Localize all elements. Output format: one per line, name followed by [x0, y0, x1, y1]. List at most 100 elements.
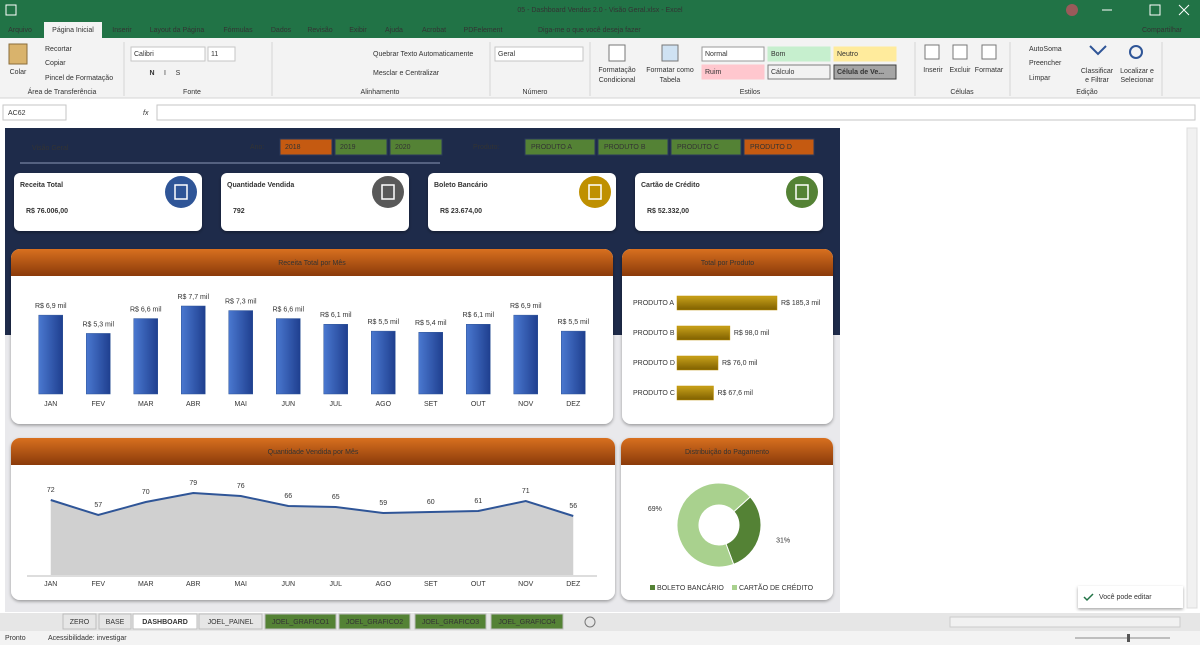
vertical-scrollbar[interactable] — [1186, 127, 1198, 609]
ribbon-item[interactable]: Localizar e — [1120, 68, 1154, 75]
menu-tab[interactable]: Layout da Página — [150, 27, 205, 34]
horizontal-scrollbar[interactable] — [949, 616, 1181, 628]
cell-style-label[interactable]: Célula de Ve... — [837, 69, 884, 76]
delete-icon[interactable] — [952, 44, 968, 60]
year-button[interactable] — [334, 138, 388, 156]
menu-tab[interactable]: Exibir — [349, 27, 367, 34]
menu-tab[interactable]: Página Inicial — [52, 27, 94, 34]
cell-style-label[interactable]: Ruim — [705, 69, 722, 76]
product-button[interactable] — [670, 138, 742, 156]
ribbon-item[interactable]: Inserir — [923, 67, 943, 74]
cell-style[interactable] — [833, 46, 897, 62]
year-button[interactable] — [279, 138, 333, 156]
table-icon[interactable] — [661, 44, 679, 62]
ribbon-item[interactable]: Tabela — [660, 77, 681, 84]
zoom-thumb[interactable] — [1127, 634, 1130, 642]
ribbon-item[interactable]: Formatar — [975, 67, 1004, 74]
year-button[interactable] — [389, 138, 443, 156]
save-icon[interactable] — [5, 4, 17, 16]
number-format-box[interactable] — [494, 46, 584, 62]
share-button[interactable]: Compartilhar — [1142, 27, 1183, 34]
sheet-tab-label[interactable]: JOEL_GRAFICO4 — [498, 619, 555, 626]
name-box[interactable] — [2, 104, 67, 121]
menu-tab[interactable]: Dados — [271, 27, 292, 34]
ribbon-item[interactable]: Quebrar Texto Automaticamente — [373, 51, 473, 58]
font-size-box[interactable] — [207, 46, 236, 62]
ribbon-item[interactable]: Recortar — [45, 46, 73, 53]
year-button-label[interactable]: 2019 — [340, 144, 356, 151]
formula-input[interactable] — [156, 104, 1196, 121]
menu-tab[interactable]: Acrobat — [422, 27, 446, 34]
menu-tab[interactable]: Inserir — [112, 27, 132, 34]
ribbon-item[interactable]: N — [149, 70, 154, 77]
ribbon-item[interactable]: Excluir — [949, 67, 971, 74]
year-button-label[interactable]: 2020 — [395, 144, 411, 151]
cell-style-label[interactable]: Cálculo — [771, 69, 794, 76]
product-button[interactable] — [597, 138, 669, 156]
ribbon-item[interactable]: Condicional — [599, 77, 636, 84]
ribbon-item[interactable]: Calibri — [134, 51, 154, 58]
sheet-tab-label[interactable]: JOEL_GRAFICO3 — [422, 619, 479, 626]
format-icon[interactable] — [981, 44, 997, 60]
cell-style[interactable] — [701, 46, 765, 62]
menu-tab[interactable]: Arquivo — [8, 27, 32, 34]
sheet-tab-label[interactable]: ZERO — [70, 619, 90, 626]
sort-icon[interactable] — [1089, 45, 1107, 56]
sheet-tab-label[interactable]: JOEL_PAINEL — [208, 619, 254, 626]
menu-tab[interactable]: Revisão — [307, 27, 332, 34]
ribbon-item[interactable]: S — [176, 70, 181, 77]
sheet-tab[interactable] — [132, 613, 198, 630]
sheet-tab[interactable] — [338, 613, 411, 630]
find-icon[interactable] — [1129, 45, 1143, 59]
ribbon-item[interactable]: 11 — [211, 51, 218, 58]
tell-me[interactable]: Diga-me o que você deseja fazer — [538, 27, 641, 34]
product-button-label[interactable]: PRODUTO A — [531, 144, 572, 151]
ribbon-item[interactable]: Copiar — [45, 60, 66, 67]
product-button-label[interactable]: PRODUTO D — [750, 144, 792, 151]
cell-style[interactable] — [767, 46, 831, 62]
ribbon-item[interactable]: I — [164, 70, 166, 77]
product-button-label[interactable]: PRODUTO C — [677, 144, 719, 151]
sheet-tab-label[interactable]: BASE — [106, 619, 125, 626]
sheet-tab[interactable] — [62, 613, 97, 630]
accessibility-status[interactable]: Acessibilidade: investigar — [48, 635, 127, 642]
product-button-label[interactable]: PRODUTO B — [604, 144, 646, 151]
ribbon-item[interactable]: Colar — [10, 69, 27, 76]
cell-style[interactable] — [701, 64, 765, 80]
sheet-tab-label[interactable]: JOEL_GRAFICO1 — [272, 619, 329, 626]
ribbon-item[interactable]: Formatar como — [646, 67, 694, 74]
cell-style-label[interactable]: Normal — [705, 51, 728, 58]
cell-style[interactable] — [767, 64, 831, 80]
cell-style-label[interactable]: Bom — [771, 51, 786, 58]
ribbon-item[interactable]: AutoSoma — [1029, 46, 1062, 53]
cell-style-label[interactable]: Neutro — [837, 51, 858, 58]
sheet-tab[interactable] — [414, 613, 487, 630]
ribbon-item[interactable]: Preencher — [1029, 60, 1062, 67]
font-name-box[interactable] — [130, 46, 206, 62]
cell-style[interactable] — [833, 64, 897, 80]
window-controls[interactable] — [1102, 4, 1190, 16]
ribbon-item[interactable]: Limpar — [1029, 75, 1051, 82]
product-button[interactable] — [743, 138, 815, 156]
year-button-label[interactable]: 2018 — [285, 144, 301, 151]
menu-tab[interactable]: PDFelement — [464, 27, 503, 34]
conditional-icon[interactable] — [608, 44, 626, 62]
ribbon-item[interactable]: Pincel de Formatação — [45, 75, 113, 82]
ribbon-item[interactable]: Selecionar — [1120, 77, 1154, 84]
sheet-tab-label[interactable]: DASHBOARD — [142, 619, 188, 626]
menu-tab[interactable]: Fórmulas — [223, 27, 253, 34]
sheet-tab-label[interactable]: JOEL_GRAFICO2 — [346, 619, 403, 626]
sheet-tab[interactable] — [264, 613, 337, 630]
ribbon-item[interactable]: Formatação — [598, 67, 635, 74]
menu-tab[interactable]: Ajuda — [385, 27, 403, 34]
product-button[interactable] — [524, 138, 596, 156]
ribbon-item[interactable]: Mesclar e Centralizar — [373, 70, 440, 77]
insert-icon[interactable] — [924, 44, 940, 60]
sheet-tab[interactable] — [490, 613, 564, 630]
ribbon-item[interactable]: Geral — [498, 51, 516, 58]
ribbon-item[interactable]: Classificar — [1081, 68, 1114, 75]
sheet-tab[interactable] — [198, 613, 263, 630]
paste-icon[interactable] — [8, 43, 28, 65]
add-sheet[interactable] — [584, 616, 596, 628]
ribbon-item[interactable]: e Filtrar — [1085, 77, 1109, 84]
